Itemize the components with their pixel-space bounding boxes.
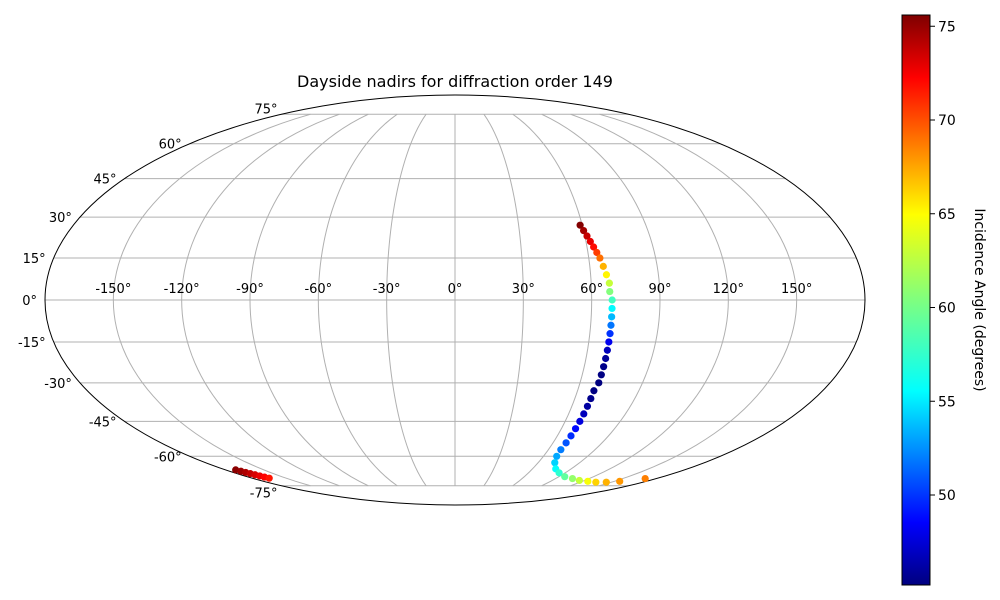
latitude-tick-labels: -75° -60° -45° -30° -15° 0° 15° 30° 45° 60° 75° (18, 102, 278, 501)
data-point (603, 346, 611, 354)
data-point (555, 469, 563, 477)
data-point (576, 417, 584, 425)
longitude-tick-label: 120° (713, 282, 744, 297)
data-point (265, 474, 273, 482)
meridian-line (483, 113, 524, 487)
colorbar-tick-label: 65 (938, 207, 956, 223)
colorbar-ticks: 50 55 60 65 70 75 (930, 19, 956, 504)
data-point (607, 321, 615, 329)
longitude-tick-label: 60° (580, 282, 603, 297)
data-point (567, 432, 575, 440)
data-point (561, 473, 569, 481)
map-outline (44, 94, 866, 506)
longitude-tick-label: -60° (304, 282, 332, 297)
latitude-tick-label: -30° (44, 377, 72, 392)
data-point (583, 402, 592, 410)
longitude-tick-label: 30° (512, 282, 535, 297)
longitude-tick-label: 150° (781, 282, 812, 297)
longitude-tick-label: -120° (164, 282, 200, 297)
data-point (600, 363, 608, 371)
colorbar-gradient (901, 14, 931, 586)
meridian-line (570, 113, 729, 487)
data-point (605, 338, 613, 346)
colorbar-tick-label: 75 (938, 19, 956, 35)
latitude-tick-label: -45° (89, 415, 117, 430)
data-point (606, 287, 614, 296)
data-point (602, 478, 610, 486)
data-point (587, 394, 595, 403)
meridian-line (181, 113, 340, 487)
data-point (599, 262, 607, 270)
colorbar-label: Incidence Angle (degrees) (971, 208, 987, 391)
data-point (641, 474, 649, 483)
latitude-tick-label: 60° (159, 138, 182, 153)
colorbar: 50 55 60 65 70 75 Incidence Angle (degrees) (901, 14, 987, 586)
latitude-tick-label: 15° (23, 252, 46, 267)
data-point (616, 477, 624, 485)
data-point (608, 304, 616, 313)
colorbar-tick-label: 55 (938, 394, 956, 410)
data-point (608, 313, 616, 321)
latitude-tick-label: 0° (22, 294, 37, 309)
meridian-line (112, 113, 311, 487)
data-point (608, 296, 616, 304)
data-point (593, 248, 601, 257)
data-point (553, 452, 561, 460)
longitude-tick-label: 90° (648, 282, 671, 297)
meridian-line (599, 113, 798, 487)
longitude-tick-labels: -150° -120° -90° -60° -30° 0° 30° 60° 90° 120° 150… (95, 282, 812, 297)
chart-title: Dayside nadirs for diffraction order 149 (297, 72, 613, 91)
longitude-tick-label: -30° (373, 282, 401, 297)
longitude-tick-label: -150° (95, 282, 131, 297)
data-point (592, 478, 600, 486)
data-point (602, 354, 610, 363)
data-point (568, 474, 577, 483)
data-point (583, 232, 591, 240)
colorbar-tick-label: 50 (938, 488, 956, 504)
data-point (562, 439, 570, 447)
data-point (602, 271, 611, 279)
longitude-tick-label: 0° (448, 282, 463, 297)
data-point (596, 254, 604, 262)
meridian-line (512, 113, 593, 487)
meridian-line (386, 113, 427, 487)
meridian-line (249, 113, 369, 487)
data-point (590, 243, 598, 251)
data-point (595, 379, 603, 387)
data-point (580, 410, 588, 418)
latitude-tick-label: 30° (49, 211, 72, 226)
data-point (579, 227, 588, 235)
data-point (575, 476, 583, 485)
data-point (571, 425, 580, 433)
data-point (606, 330, 614, 338)
latitude-tick-label: -75° (250, 487, 278, 502)
data-point (576, 221, 584, 229)
graticule (45, 113, 865, 487)
colorbar-tick-label: 70 (938, 113, 956, 129)
colorbar-tick-label: 60 (938, 301, 956, 317)
data-point (557, 446, 565, 454)
data-point (605, 279, 613, 287)
data-point (586, 237, 594, 246)
data-point (584, 477, 592, 485)
data-point (590, 387, 598, 395)
meridian-line (317, 113, 398, 487)
scatter-points (232, 221, 649, 486)
data-point (551, 459, 559, 467)
data-point (597, 371, 605, 379)
meridian-line (541, 113, 661, 487)
longitude-tick-label: -90° (236, 282, 264, 297)
latitude-tick-label: -15° (18, 336, 46, 351)
latitude-tick-label: 45° (94, 173, 117, 188)
latitude-tick-label: -60° (154, 450, 182, 465)
latitude-tick-label: 75° (254, 102, 277, 117)
